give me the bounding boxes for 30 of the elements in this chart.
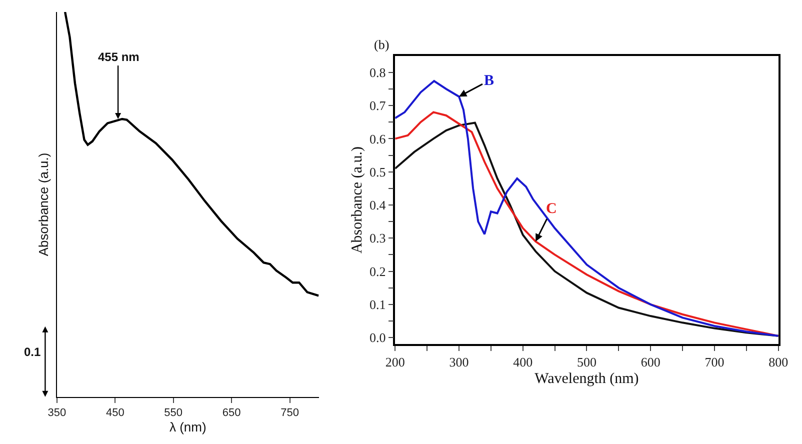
y-tick-label: 0.0 xyxy=(370,330,386,346)
y-tick-label: 0.5 xyxy=(370,164,386,180)
x-axis-title: λ (nm) xyxy=(169,420,206,435)
y-tick-label: 0.6 xyxy=(370,131,386,146)
x-tick-label: 450 xyxy=(106,407,124,420)
y-tick-label: 0.2 xyxy=(370,264,386,279)
y-tick-label: 0.8 xyxy=(370,64,386,80)
text: 0.1 xyxy=(24,345,42,359)
y-tick-label: 0.1 xyxy=(370,296,386,312)
series-label: C xyxy=(546,201,557,217)
x-tick-label: 200 xyxy=(385,354,405,370)
x-tick-label: 300 xyxy=(449,354,469,370)
x-tick-label: 400 xyxy=(513,354,533,370)
x-tick-label: 650 xyxy=(222,407,241,420)
y-axis-title: Absorbance (a.u.) xyxy=(349,146,366,254)
y-axis-title: Absorbance (a.u.) xyxy=(36,152,51,256)
x-tick-label: 600 xyxy=(640,354,660,370)
series-label: B xyxy=(484,73,494,89)
x-tick-label: 700 xyxy=(704,354,724,370)
x-tick-label: 350 xyxy=(48,407,66,420)
y-tick-label: 0.7 xyxy=(370,98,386,114)
y-tick-label: 0.3 xyxy=(370,230,386,246)
x-tick-label: 750 xyxy=(280,407,299,420)
x-axis-title: Wavelength (nm) xyxy=(534,371,639,388)
x-tick-label: 800 xyxy=(768,354,788,370)
text: (b) xyxy=(374,37,390,52)
x-tick-label: 500 xyxy=(576,354,596,370)
annotation: 455 nm xyxy=(98,50,140,64)
y-tick-label: 0.4 xyxy=(370,198,386,213)
x-tick-label: 550 xyxy=(164,407,183,420)
